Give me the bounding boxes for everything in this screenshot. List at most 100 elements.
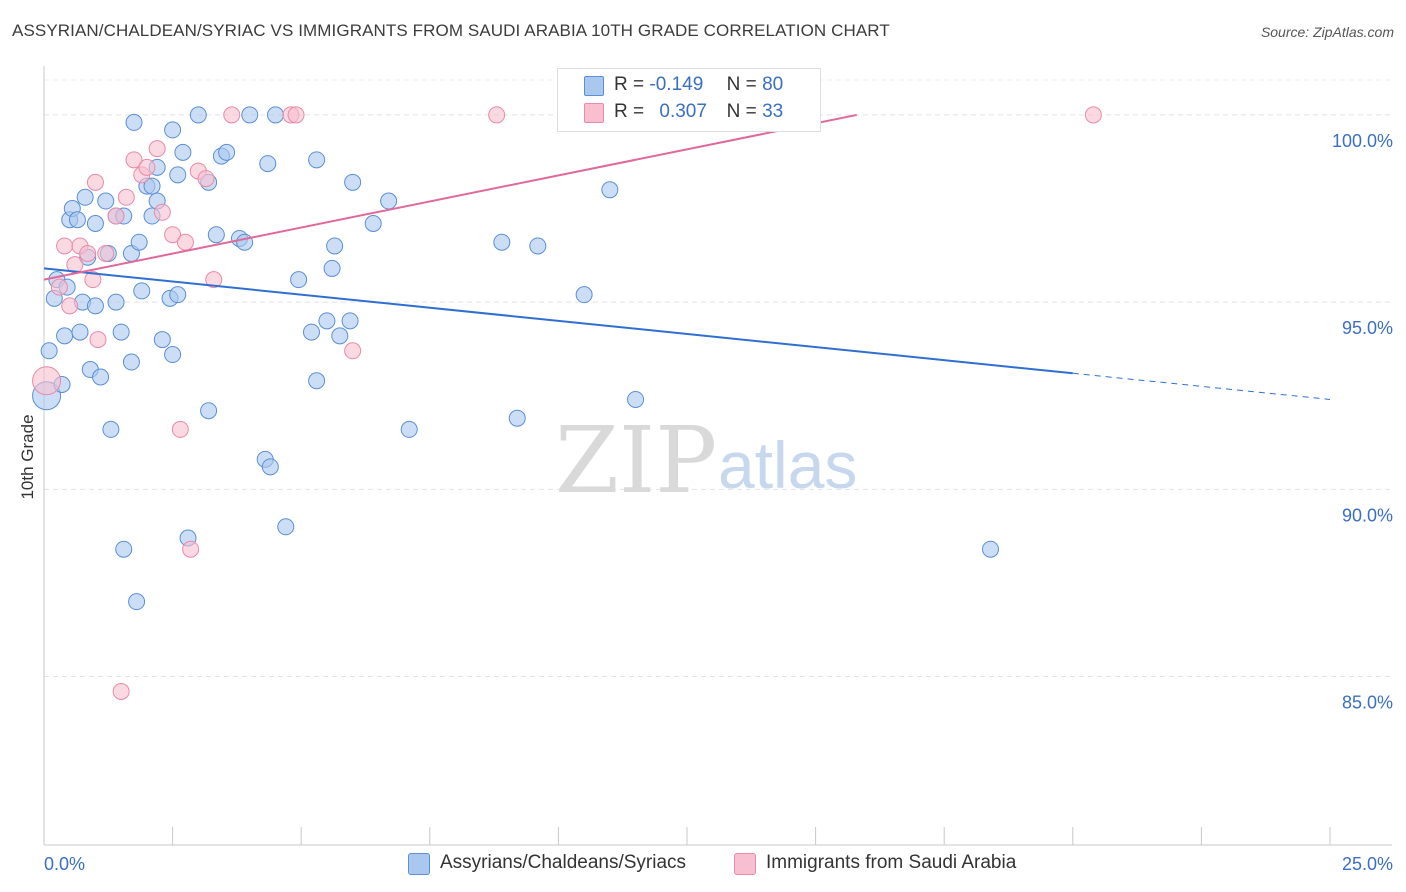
point-assyrian (290, 271, 308, 289)
point-assyrian (133, 282, 151, 300)
point-assyrian (318, 312, 336, 330)
point-saudi-immigrant (97, 244, 115, 262)
trend-line-series2 (43, 113, 857, 281)
point-assyrian (128, 593, 146, 611)
point-assyrian (86, 297, 104, 315)
point-assyrian (86, 215, 104, 233)
point-assyrian (71, 323, 89, 341)
point-saudi-immigrant (223, 106, 241, 124)
point-assyrian (344, 173, 362, 191)
point-assyrian (575, 286, 593, 304)
point-assyrian (92, 368, 110, 386)
point-assyrian (115, 540, 133, 558)
point-assyrian (174, 143, 192, 161)
point-saudi-immigrant (84, 271, 102, 289)
point-assyrian (529, 237, 547, 255)
point-assyrian (981, 540, 999, 558)
y-axis-label: 10th Grade (18, 414, 37, 499)
point-saudi-immigrant (86, 173, 104, 191)
legend-r-value-series1: -0.149 (649, 74, 704, 95)
point-assyrian (302, 323, 320, 341)
trend-line-series1-extension (1072, 372, 1331, 400)
bottom-legend-swatch-series2 (734, 853, 756, 875)
point-assyrian (323, 259, 341, 277)
point-assyrian (112, 323, 130, 341)
point-saudi-immigrant (164, 226, 182, 244)
point-saudi-immigrant (488, 106, 506, 124)
legend-n-label: N = (726, 101, 757, 122)
point-assyrian (97, 192, 115, 210)
point-saudi-immigrant (153, 203, 171, 221)
legend-r-label: R = (614, 101, 645, 122)
point-assyrian (277, 518, 295, 536)
point-saudi-immigrant (171, 420, 189, 438)
point-saudi-immigrant (344, 342, 362, 360)
point-assyrian (130, 233, 148, 251)
point-saudi-immigrant (32, 366, 62, 396)
point-assyrian (627, 390, 645, 408)
point-assyrian (169, 286, 187, 304)
y-tick-label: 85.0% (1342, 693, 1393, 713)
source-label: Source: ZipAtlas.com (1260, 24, 1394, 40)
point-assyrian (241, 106, 259, 124)
point-assyrian (259, 155, 277, 173)
point-assyrian (493, 233, 511, 251)
point-assyrian (122, 353, 140, 371)
point-assyrian (601, 181, 619, 199)
point-assyrian (380, 192, 398, 210)
bottom-legend-label-series1: Assyrians/Chaldeans/Syriacs (440, 852, 687, 873)
point-assyrian (364, 215, 382, 233)
watermark-zip: ZIP (555, 407, 717, 514)
point-assyrian (153, 331, 171, 349)
legend-r-label: R = (614, 74, 645, 95)
point-assyrian (218, 143, 236, 161)
point-assyrian (68, 211, 86, 229)
legend-swatch-series1 (584, 76, 604, 96)
point-saudi-immigrant (205, 271, 223, 289)
grid-lines (44, 79, 1392, 678)
point-assyrian (107, 293, 125, 311)
point-assyrian (331, 327, 349, 345)
legend-r-value-series2: 0.307 (659, 101, 707, 122)
point-saudi-immigrant (138, 158, 156, 176)
bottom-legend-swatch-series1 (408, 853, 430, 875)
point-saudi-immigrant (287, 106, 305, 124)
point-assyrian (308, 372, 326, 390)
watermark: ZIP atlas (555, 407, 857, 514)
point-saudi-immigrant (176, 233, 194, 251)
point-assyrian (261, 458, 279, 476)
axis-labels: 85.0% 90.0% 95.0% 100.0% 0.0% 25.0% 10th Grade (18, 131, 1393, 874)
trend-lines (43, 113, 1331, 400)
legend-n-label: N = (726, 74, 757, 95)
point-assyrian (207, 226, 225, 244)
chart-title: ASSYRIAN/CHALDEAN/SYRIAC VS IMMIGRANTS F… (12, 21, 890, 40)
legend-n-value-series1: 80 (762, 74, 784, 95)
point-saudi-immigrant (50, 278, 68, 296)
point-saudi-immigrant (148, 140, 166, 158)
point-assyrian (189, 106, 207, 124)
y-tick-label: 90.0% (1342, 505, 1393, 525)
point-saudi-immigrant (107, 207, 125, 225)
point-assyrian (164, 121, 182, 139)
x-tick-label-min: 0.0% (44, 854, 85, 874)
legend-swatch-series2 (584, 103, 604, 123)
point-saudi-immigrant (79, 244, 97, 262)
trend-line-series1 (43, 267, 1073, 375)
stats-legend: R = -0.149 N = 80 R = 0.307 N = 33 (557, 68, 821, 132)
point-saudi-immigrant (1084, 106, 1102, 124)
y-tick-label: 100.0% (1332, 131, 1393, 151)
point-assyrian (200, 402, 218, 420)
point-assyrian (326, 237, 344, 255)
watermark-atlas: atlas (718, 428, 857, 502)
legend-n-value-series2: 33 (762, 101, 784, 122)
data-points (32, 106, 1102, 700)
point-saudi-immigrant (112, 682, 130, 700)
x-tick-label-max: 25.0% (1342, 854, 1393, 874)
point-assyrian (236, 233, 254, 251)
point-saudi-immigrant (182, 540, 200, 558)
axes (43, 66, 1392, 846)
point-saudi-immigrant (197, 170, 215, 188)
y-tick-label: 95.0% (1342, 318, 1393, 338)
point-assyrian (56, 327, 74, 345)
point-saudi-immigrant (89, 331, 107, 349)
